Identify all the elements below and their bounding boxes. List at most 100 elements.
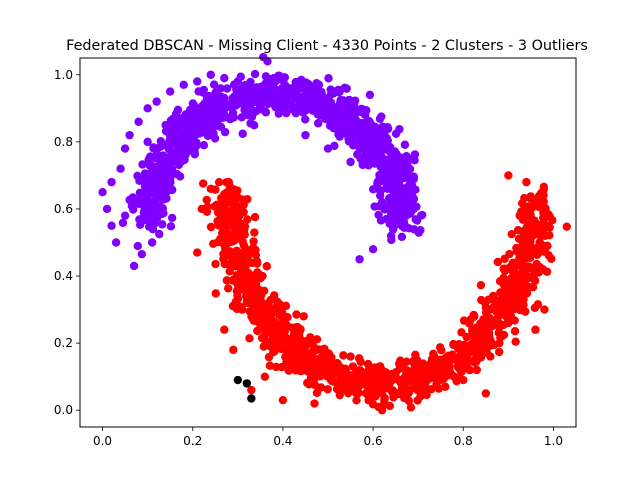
- purple-cluster-point: [102, 204, 112, 214]
- red-cluster-point: [345, 374, 354, 384]
- purple-cluster-point: [365, 118, 375, 128]
- purple-cluster-point: [120, 144, 130, 153]
- purple-cluster-point: [330, 141, 339, 151]
- purple-cluster-point: [209, 80, 219, 89]
- red-cluster-point: [240, 263, 249, 272]
- red-cluster-point: [449, 339, 458, 349]
- purple-cluster-point: [154, 152, 164, 161]
- red-cluster-point: [470, 358, 480, 367]
- purple-cluster-point: [143, 196, 152, 205]
- purple-cluster-point: [346, 130, 355, 140]
- red-cluster-point: [282, 320, 291, 330]
- purple-cluster-point: [152, 97, 161, 106]
- purple-cluster-point: [253, 96, 262, 105]
- red-cluster-point: [513, 278, 522, 287]
- purple-cluster-point: [240, 80, 250, 90]
- purple-cluster-point: [335, 87, 344, 96]
- red-cluster-point: [513, 226, 523, 235]
- red-cluster-point: [211, 259, 220, 269]
- red-cluster-point: [426, 359, 435, 368]
- red-cluster-point: [468, 325, 477, 334]
- red-cluster-point: [296, 359, 306, 368]
- red-cluster-point: [545, 230, 554, 240]
- purple-cluster-point: [147, 161, 157, 171]
- purple-cluster-point: [134, 198, 143, 207]
- purple-cluster-point: [332, 120, 342, 130]
- purple-cluster-point: [317, 102, 326, 111]
- purple-cluster-point: [136, 215, 145, 224]
- red-cluster-point: [238, 285, 247, 294]
- red-cluster-point: [385, 401, 394, 411]
- red-cluster-point: [339, 351, 348, 360]
- red-cluster-point: [260, 372, 270, 381]
- red-cluster-point: [305, 356, 314, 365]
- red-cluster-point: [541, 204, 550, 213]
- red-cluster-point: [433, 374, 442, 384]
- red-cluster-point: [281, 333, 290, 342]
- red-cluster-point: [202, 195, 211, 205]
- red-cluster-point: [504, 171, 513, 180]
- purple-cluster-point: [152, 193, 161, 202]
- purple-cluster-point: [314, 119, 323, 128]
- purple-cluster-point: [301, 90, 310, 99]
- purple-cluster-point: [271, 99, 280, 108]
- plot-frame: [79, 57, 577, 428]
- purple-cluster-point: [166, 222, 176, 231]
- purple-cluster-point: [338, 100, 348, 110]
- red-cluster-point: [260, 325, 270, 334]
- red-cluster-point: [294, 350, 304, 360]
- outlier-point: [233, 375, 243, 385]
- red-cluster-point: [493, 257, 503, 267]
- red-cluster-point: [525, 249, 535, 258]
- red-cluster-point: [262, 262, 272, 271]
- purple-cluster-point: [172, 169, 182, 179]
- purple-cluster-point: [400, 207, 409, 217]
- red-cluster-point: [206, 222, 216, 232]
- red-cluster-point: [206, 184, 215, 194]
- purple-cluster-point: [397, 232, 407, 242]
- y-axis-ticks: 0.0 0.2 0.4 0.6 0.8 1.0: [54, 68, 80, 417]
- purple-cluster-point: [366, 126, 375, 136]
- red-cluster-point: [260, 286, 269, 296]
- red-cluster-point: [404, 385, 414, 395]
- purple-cluster-point: [150, 219, 159, 228]
- red-cluster-point: [250, 212, 260, 222]
- red-cluster-point: [242, 298, 252, 308]
- purple-cluster-point: [162, 155, 171, 164]
- red-cluster-point: [459, 316, 469, 325]
- red-cluster-point: [249, 237, 258, 246]
- purple-cluster-point: [227, 111, 237, 121]
- red-cluster-point: [350, 382, 360, 391]
- purple-cluster-point: [164, 139, 174, 148]
- red-cluster-point: [531, 325, 540, 334]
- red-cluster-point: [522, 288, 532, 298]
- red-cluster-point: [218, 228, 227, 238]
- red-cluster-point: [540, 305, 549, 314]
- purple-cluster-point: [116, 164, 125, 173]
- purple-cluster-point: [277, 104, 286, 114]
- red-cluster-point: [541, 220, 550, 230]
- red-cluster-point: [217, 193, 226, 203]
- purple-cluster-point: [147, 238, 157, 247]
- red-cluster-point: [472, 365, 481, 375]
- purple-cluster-point: [107, 221, 116, 230]
- red-cluster-point: [463, 353, 472, 362]
- purple-cluster-point: [173, 105, 183, 115]
- red-cluster-point: [197, 204, 206, 214]
- red-cluster-point: [512, 247, 521, 256]
- red-cluster-point: [395, 364, 405, 373]
- purple-cluster-point: [379, 167, 388, 177]
- purple-cluster-point: [301, 130, 310, 140]
- red-cluster-point: [510, 316, 519, 325]
- purple-cluster-point: [383, 160, 393, 169]
- red-cluster-point: [519, 282, 528, 291]
- red-cluster-point: [332, 359, 342, 368]
- purple-cluster-point: [296, 101, 305, 111]
- red-cluster-point: [220, 221, 229, 230]
- purple-cluster-point: [390, 173, 400, 182]
- red-cluster-point: [531, 198, 540, 207]
- red-cluster-point: [539, 191, 548, 200]
- purple-cluster-point: [269, 73, 279, 83]
- purple-cluster-point: [140, 169, 150, 178]
- red-cluster-point: [276, 324, 285, 333]
